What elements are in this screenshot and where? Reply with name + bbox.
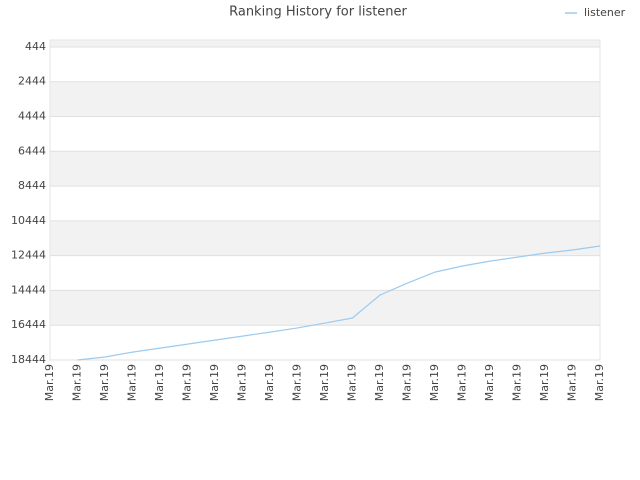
x-tick-label: Mar.19 bbox=[71, 364, 84, 401]
chart-title: Ranking History for listener bbox=[229, 5, 407, 20]
legend-label: listener bbox=[584, 6, 626, 19]
y-tick-label: 18444 bbox=[11, 353, 46, 366]
x-tick-label: Mar.19 bbox=[346, 364, 359, 401]
grid-band bbox=[50, 40, 600, 47]
y-tick-label: 444 bbox=[25, 40, 46, 53]
grid-band bbox=[50, 220, 600, 256]
y-tick-label: 14444 bbox=[11, 283, 46, 296]
y-tick-label: 4444 bbox=[18, 110, 46, 123]
line bbox=[77, 245, 601, 361]
x-tick-label: Mar.19 bbox=[98, 364, 111, 401]
y-tick-label: 10444 bbox=[11, 214, 46, 227]
x-tick-label: Mar.19 bbox=[483, 364, 496, 401]
x-tick-label: Mar.19 bbox=[181, 364, 194, 401]
x-tick-label: Mar.19 bbox=[593, 364, 606, 401]
x-tick-label: Mar.19 bbox=[236, 364, 249, 401]
grid-band bbox=[50, 290, 600, 326]
x-tick-label: Mar.19 bbox=[126, 364, 139, 401]
x-tick-label: Mar.19 bbox=[291, 364, 304, 401]
y-tick-label: 2444 bbox=[18, 75, 46, 88]
x-tick-label: Mar.19 bbox=[43, 364, 56, 401]
x-tick-label: Mar.19 bbox=[511, 364, 524, 401]
y-tick-label: 6444 bbox=[18, 144, 46, 157]
y-tick-label: 16444 bbox=[11, 318, 46, 331]
x-tick-label: Mar.19 bbox=[373, 364, 386, 401]
x-tick-label: Mar.19 bbox=[456, 364, 469, 401]
x-tick-label: Mar.19 bbox=[566, 364, 579, 401]
x-tick-label: Mar.19 bbox=[318, 364, 331, 401]
grid-band bbox=[50, 81, 600, 117]
x-tick-label: Mar.19 bbox=[153, 364, 166, 401]
x-tick-label: Mar.19 bbox=[208, 364, 221, 401]
y-tick-label: 8444 bbox=[18, 179, 46, 192]
x-tick-label: Mar.19 bbox=[538, 364, 551, 401]
x-tick-label: Mar.19 bbox=[428, 364, 441, 401]
y-tick-label: 12444 bbox=[11, 249, 46, 262]
grid-band bbox=[50, 151, 600, 187]
x-tick-label: Mar.19 bbox=[263, 364, 276, 401]
x-tick-label: Mar.19 bbox=[401, 364, 414, 401]
